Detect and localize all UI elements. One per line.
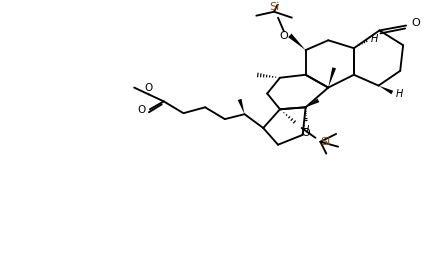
Polygon shape bbox=[379, 86, 393, 94]
Text: Si: Si bbox=[320, 137, 331, 147]
Polygon shape bbox=[238, 99, 244, 114]
Text: O: O bbox=[145, 82, 153, 93]
Text: O: O bbox=[280, 31, 288, 41]
Text: O: O bbox=[138, 105, 146, 115]
Text: O: O bbox=[302, 128, 310, 138]
Polygon shape bbox=[306, 99, 319, 107]
Text: H: H bbox=[371, 34, 378, 44]
Polygon shape bbox=[328, 67, 336, 88]
Text: Si: Si bbox=[269, 2, 279, 12]
Text: O: O bbox=[411, 18, 420, 28]
Polygon shape bbox=[288, 34, 306, 50]
Text: H: H bbox=[395, 89, 402, 100]
Text: H: H bbox=[302, 125, 309, 135]
